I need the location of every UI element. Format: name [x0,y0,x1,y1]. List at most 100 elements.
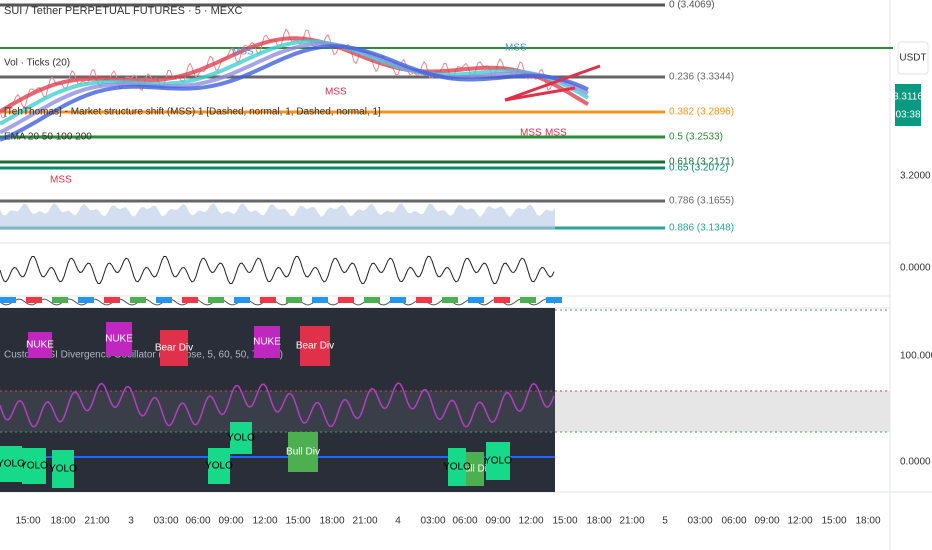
currency-button[interactable] [897,41,929,75]
time-label: 18:00 [586,516,611,527]
trend-block [208,297,224,303]
nuke-box [28,332,52,358]
fib-label: 0.886 (3.1348) [669,223,734,234]
time-label: 15:00 [285,516,310,527]
countdown: 03:38 [895,110,920,121]
time-label: 5 [662,516,668,527]
time-label: 15:00 [821,516,846,527]
mss-label: MSS [545,128,567,139]
fib-label: 0.618 (3.2171) [669,157,734,168]
time-label: 15:00 [552,516,577,527]
yolo-box [448,448,466,486]
price-label: 3.2000 [900,171,931,182]
trend-block [494,297,510,303]
bear-label: Bear Div [296,341,334,352]
fib-label: 0.382 (3.2896) [669,107,734,118]
last-price-box [895,84,921,126]
ema-line [0,41,589,135]
time-label: 18:00 [50,516,75,527]
price-label: 0.0000 [900,457,931,468]
trend-block [0,297,16,303]
ema-line [0,39,590,126]
yolo-box [0,446,22,482]
trend-block [416,297,432,303]
time-label: 18:00 [319,516,344,527]
trend-block [312,297,328,303]
time-label: 21:00 [352,516,377,527]
fib-label: 0.5 (3.2533) [669,132,723,143]
yolo-box [230,422,252,454]
time-label: 12:00 [518,516,543,527]
nuke-box [254,326,280,358]
nuke-box [106,322,132,356]
rsi-line [0,382,555,428]
yolo-label: YOLO [443,462,471,473]
trend-block [130,297,146,303]
trend-block [338,297,354,303]
time-label: 06:00 [185,516,210,527]
last-price: 3.3116 [893,92,923,103]
trend-block [52,297,68,303]
time-label: 18:00 [855,516,880,527]
yolo-box [22,448,46,484]
trend-block [234,297,250,303]
bull-label: Bull Div [286,447,320,458]
yolo-label: YOLO [20,461,48,472]
time-axis: 15:00 18:00 21:00 3 03:00 06:00 09:00 12:00 15:0… [15,516,880,527]
yolo-box [208,448,230,484]
time-label: 03:00 [687,516,712,527]
trend-block [26,297,42,303]
trend-block [78,297,94,303]
nuke-label: NUKE [253,337,281,348]
yolo-label: YOLO [484,456,512,467]
trend-block [390,297,406,303]
nuke-label: NUKE [105,334,133,345]
yolo-label: YOLO [227,433,255,444]
fib-label: 0 (3.4069) [669,0,715,11]
time-label: 03:00 [420,516,445,527]
time-label: 06:00 [452,516,477,527]
indicator-label: EMA 20 50 100 200 [4,132,92,143]
bull-box [288,432,318,472]
time-label: 06:00 [721,516,746,527]
fib-label: 0.786 (3.1655) [669,196,734,207]
yolo-label: YOLO [49,464,77,475]
mss-label: MSS [232,47,254,58]
time-label: 21:00 [84,516,109,527]
time-label: 09:00 [218,516,243,527]
trend-block [260,297,276,303]
oscillator-title: Custom RSI Divergence Oscillator (14, cl… [4,350,283,361]
indicator-line [0,255,555,285]
time-label: 03:00 [153,516,178,527]
time-label: 15:00 [15,516,40,527]
signal-labels: NUKE NUKE NUKE Bear Div Bear Div Bull Di… [0,322,512,488]
trend-line [504,64,601,102]
symbol-title: SUI / Tether PERPETUAL FUTURES · 5 · MEX… [4,5,242,17]
trend-block [546,297,562,303]
mss-label: MSS [50,175,72,186]
yolo-label: YOLO [0,459,25,470]
bull-box [466,452,484,486]
nuke-label: NUKE [26,340,54,351]
currency-label[interactable]: USDT [899,53,926,64]
indicator-label: [TehThomas] - Market structure shift (MS… [4,107,381,118]
mss-label: MSS [505,43,527,54]
trend-block [182,297,198,303]
bear-label: Bear Div [155,343,193,354]
yolo-box [52,450,74,488]
bear-box [300,326,330,366]
fib-label: 0.236 (3.3344) [669,72,734,83]
mss-label: MSS [325,87,347,98]
trend-line [504,86,576,102]
time-label: 09:00 [754,516,779,527]
time-label: 12:00 [787,516,812,527]
ema-line [0,36,590,114]
mss-label: MSS [520,128,542,139]
yolo-label: YOLO [205,461,233,472]
oscillator-band [555,391,890,432]
price-drawings [0,28,601,428]
volume-area [0,203,555,230]
time-label: 4 [395,516,401,527]
trend-block [468,297,484,303]
